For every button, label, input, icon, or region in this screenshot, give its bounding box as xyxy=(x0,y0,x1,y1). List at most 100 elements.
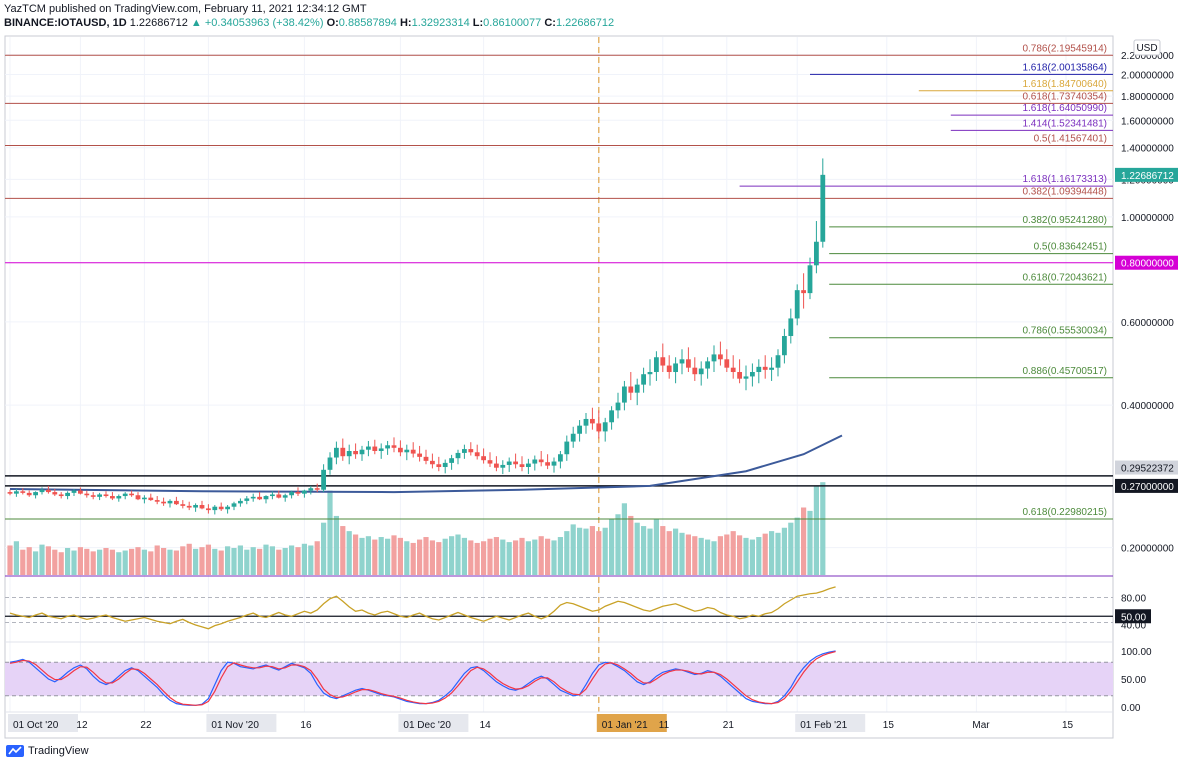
fib-level-label: 0.618(0.22980215) xyxy=(1022,507,1107,518)
candle-body xyxy=(564,441,570,455)
volume-bar xyxy=(449,536,455,575)
time-axis[interactable]: 01 Oct '20 12 22 01 Nov '20 16 01 Dec '20 14 01… xyxy=(8,714,1074,732)
fib-levels: 0.786(2.19545914) 1.618(2.00135864) 1.618(… xyxy=(5,43,1113,520)
symbol-label: BINANCE:IOTAUSD, 1D xyxy=(4,17,127,29)
x-tick-label: 12 xyxy=(76,720,88,731)
high-label: H: xyxy=(399,17,412,29)
volume-bar xyxy=(314,541,320,575)
volume-bar xyxy=(423,537,429,575)
candle-body xyxy=(257,496,262,500)
volume-bar xyxy=(212,548,218,575)
volume-bar xyxy=(666,531,672,575)
volume-bar xyxy=(225,546,231,575)
price-tag-box xyxy=(1115,478,1178,493)
footer-brand-label: TradingView xyxy=(28,745,89,757)
candle-body xyxy=(321,469,326,490)
x-tick-label: Mar xyxy=(972,720,990,731)
price-tag-box xyxy=(1115,460,1178,475)
candle-body xyxy=(724,359,730,368)
x-tick-label: 01 Oct '20 xyxy=(13,720,59,731)
candle-body xyxy=(462,449,467,453)
candle-body xyxy=(743,376,749,379)
volume-bar xyxy=(545,538,551,575)
candle-body xyxy=(423,456,429,461)
volume-bar xyxy=(199,547,205,575)
volume-bar xyxy=(237,545,243,575)
currency-badge[interactable]: USD xyxy=(1133,39,1161,56)
volume-bar xyxy=(39,544,45,575)
stoch-band xyxy=(5,662,1113,696)
volume-bar xyxy=(365,536,371,575)
candle-body xyxy=(308,488,314,491)
volume-bar xyxy=(564,531,570,575)
open-value: 0.88587894 xyxy=(338,17,397,29)
volume-bar xyxy=(103,548,109,575)
candle-body xyxy=(84,493,90,496)
candle-body xyxy=(788,318,794,337)
candle-body xyxy=(276,494,282,498)
candle-body xyxy=(410,449,416,454)
candle-body xyxy=(775,355,781,368)
candle-body xyxy=(538,459,544,463)
candle-body xyxy=(430,460,435,465)
volume-bar xyxy=(570,524,576,575)
fib-level-label: 0.618(1.73740354) xyxy=(1022,91,1107,102)
x-tick-label: 21 xyxy=(723,720,735,731)
rsi-pane xyxy=(5,575,1113,630)
volume-bar xyxy=(532,539,538,575)
high-value: 1.32923314 xyxy=(411,17,470,29)
candle-body xyxy=(673,363,678,373)
candle-body xyxy=(526,463,531,468)
x-tick-box xyxy=(795,714,866,732)
volume-bar xyxy=(634,522,640,575)
candle-body xyxy=(186,505,192,508)
volume-bar xyxy=(525,541,531,575)
y-tick-label: 0.60000000 xyxy=(1121,318,1174,329)
candle-body xyxy=(686,359,691,368)
y-tick-label: 1.60000000 xyxy=(1121,116,1174,127)
x-tick-label: 01 Jan '21 xyxy=(602,720,648,731)
volume-bar xyxy=(589,526,595,575)
volume-bar xyxy=(410,542,416,575)
rsi-line xyxy=(9,586,836,630)
volume-bar xyxy=(167,549,173,575)
price-tag-label: 0.27000000 xyxy=(1121,482,1174,493)
footer-brand[interactable]: TradingView xyxy=(6,745,89,757)
candle-body xyxy=(602,422,608,432)
y-tick-label: 0.20000000 xyxy=(1121,544,1174,555)
candle-body xyxy=(590,418,595,424)
candle-body xyxy=(570,433,576,442)
rsi-level-label: 50.00 xyxy=(1121,612,1146,623)
candle-body xyxy=(615,402,621,411)
volume-bar xyxy=(218,550,224,575)
x-tick-box xyxy=(596,714,667,732)
fib-level-label: 0.786(0.55530034) xyxy=(1022,326,1107,337)
x-tick-label: 01 Nov '20 xyxy=(211,720,259,731)
candle-body xyxy=(193,505,198,508)
volume-bar xyxy=(391,535,397,575)
y-tick-label: 1.80000000 xyxy=(1121,92,1174,103)
volume-bar xyxy=(794,517,800,575)
candle-body xyxy=(148,497,154,501)
price-tag-label: 0.29522372 xyxy=(1121,464,1174,475)
volume-bar xyxy=(321,522,327,575)
fib-level-label: 0.5(1.41567401) xyxy=(1034,133,1107,144)
candle-body xyxy=(641,374,646,385)
volume-bar xyxy=(557,537,563,575)
price-axis[interactable]: 2.20000000 2.00000000 1.80000000 1.60000000… xyxy=(1115,51,1178,714)
candle-body xyxy=(718,354,723,360)
candle-body xyxy=(820,174,826,242)
publisher-line: YazTCM published on TradingView.com, Feb… xyxy=(4,3,367,15)
candle-body xyxy=(250,496,256,499)
candle-body xyxy=(154,500,160,502)
candle-body xyxy=(97,494,102,497)
candle-body xyxy=(596,423,602,432)
candle-body xyxy=(212,506,218,511)
fib-level-label: 1.618(1.84700640) xyxy=(1022,79,1107,90)
volume-bar xyxy=(647,528,653,575)
candle-body xyxy=(487,460,493,464)
volume-bar xyxy=(193,548,199,575)
candle-body xyxy=(26,492,32,496)
volume-bar xyxy=(506,542,512,575)
